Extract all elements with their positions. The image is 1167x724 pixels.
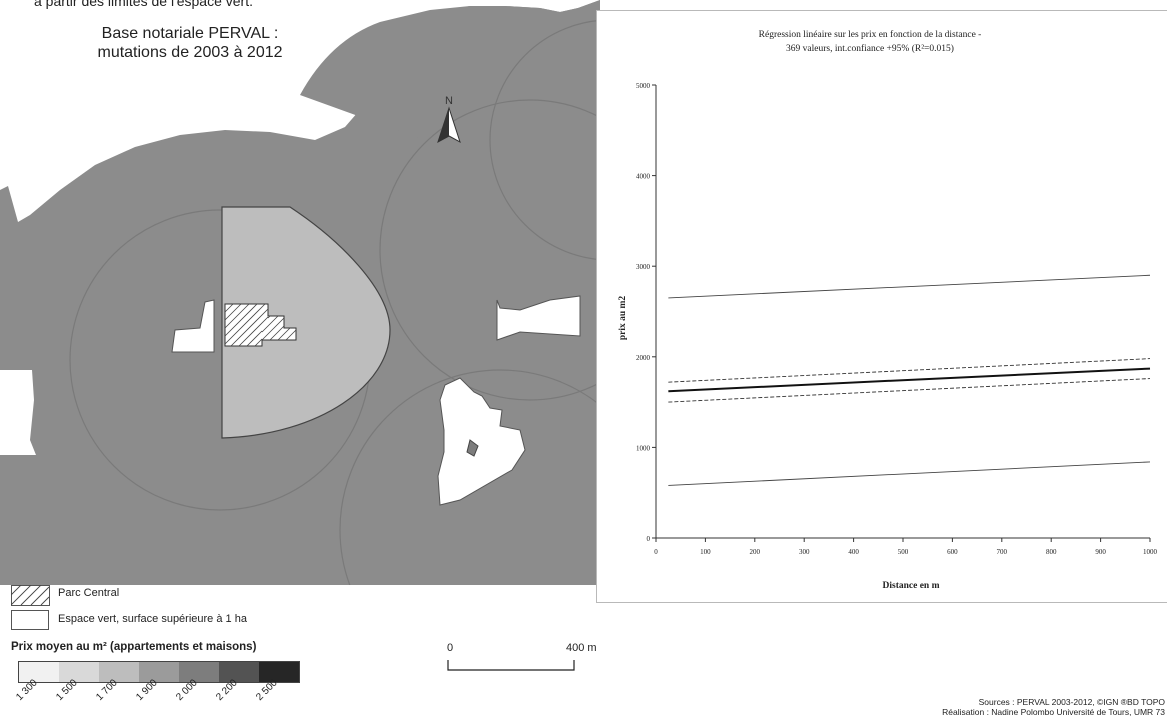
y-axis-label: prix au m2 <box>618 296 628 341</box>
central-zone <box>221 206 391 439</box>
green-space <box>496 295 581 341</box>
map-title: Base notariale PERVAL : mutations de 200… <box>40 24 340 62</box>
x-tick-label: 600 <box>947 548 958 556</box>
price-class-swatch <box>59 662 99 682</box>
sources-line1: Sources : PERVAL 2003-2012, ©IGN ®BD TOP… <box>978 697 1165 707</box>
x-tick-label: 100 <box>700 548 711 556</box>
x-axis-label: Distance en m <box>883 581 940 591</box>
confidence-line <box>668 358 1151 383</box>
price-color-scale <box>18 661 300 683</box>
price-class-swatch <box>99 662 139 682</box>
price-class-swatch <box>139 662 179 682</box>
green-space-swatch <box>11 610 49 630</box>
y-tick-label: 4000 <box>636 173 651 181</box>
confidence-line <box>668 378 1151 403</box>
price-class-swatch <box>179 662 219 682</box>
buffer-ring <box>379 99 600 401</box>
north-arrow-half <box>438 108 449 142</box>
price-class-swatch <box>19 662 59 682</box>
regression-chart: Distance en m prix au m2 010002000300040… <box>618 82 1158 591</box>
x-tick-label: 700 <box>997 548 1008 556</box>
north-label: N <box>445 95 453 107</box>
green-space <box>0 370 36 455</box>
map-title-line2: mutations de 2003 à 2012 <box>97 44 283 61</box>
chart-title-line1: Régression linéaire sur les prix en fonc… <box>758 30 982 40</box>
buffer-ring <box>339 369 600 585</box>
sources-line2: Réalisation : Nadine Polombo Université … <box>942 707 1165 717</box>
map-background <box>0 0 600 585</box>
legend-green-label: Espace vert, surface supérieure à 1 ha <box>58 613 247 625</box>
map-subtitle-fragment: à partir des limites de l'espace vert. <box>34 0 253 9</box>
price-class-swatch <box>259 662 299 682</box>
buffer-ring <box>489 19 600 261</box>
parc-hatch <box>224 303 297 347</box>
regression-line <box>668 367 1151 393</box>
price-ring-zone-top <box>300 0 600 160</box>
x-tick-label: 200 <box>750 548 761 556</box>
legend-price-heading: Prix moyen au m² (appartements et maison… <box>11 641 257 653</box>
green-space <box>437 377 526 506</box>
scalebar-start: 0 <box>447 642 454 654</box>
x-tick-label: 300 <box>799 548 810 556</box>
price-class-swatch <box>219 662 259 682</box>
small-park <box>466 439 479 457</box>
green-space <box>171 299 215 353</box>
x-tick-label: 1000 <box>1143 548 1158 556</box>
x-tick-label: 900 <box>1095 548 1106 556</box>
x-tick-label: 0 <box>654 548 658 556</box>
map-title-line1: Base notariale PERVAL : <box>101 25 279 42</box>
x-tick-label: 800 <box>1046 548 1057 556</box>
y-tick-label: 1000 <box>636 444 651 452</box>
chart-title-line2: 369 valeurs, int.confiance +95% (R²=0.01… <box>786 44 954 54</box>
north-arrow: N <box>437 95 461 144</box>
parc-central-swatch <box>11 585 50 606</box>
y-tick-label: 3000 <box>636 263 651 271</box>
map-canvas: N <box>0 0 600 585</box>
chart-frame <box>596 10 1167 603</box>
y-tick-label: 0 <box>647 535 651 543</box>
scalebar-end: 400 m <box>566 642 597 654</box>
prediction-line <box>668 274 1151 299</box>
y-tick-label: 5000 <box>636 82 651 90</box>
y-tick-label: 2000 <box>636 354 651 362</box>
legend-park-label: Parc Central <box>58 587 120 599</box>
x-tick-label: 500 <box>898 548 909 556</box>
prediction-line <box>668 461 1151 486</box>
x-tick-label: 400 <box>848 548 859 556</box>
scalebar <box>447 660 575 671</box>
chart-title: Régression linéaire sur les prix en fonc… <box>680 28 1060 56</box>
